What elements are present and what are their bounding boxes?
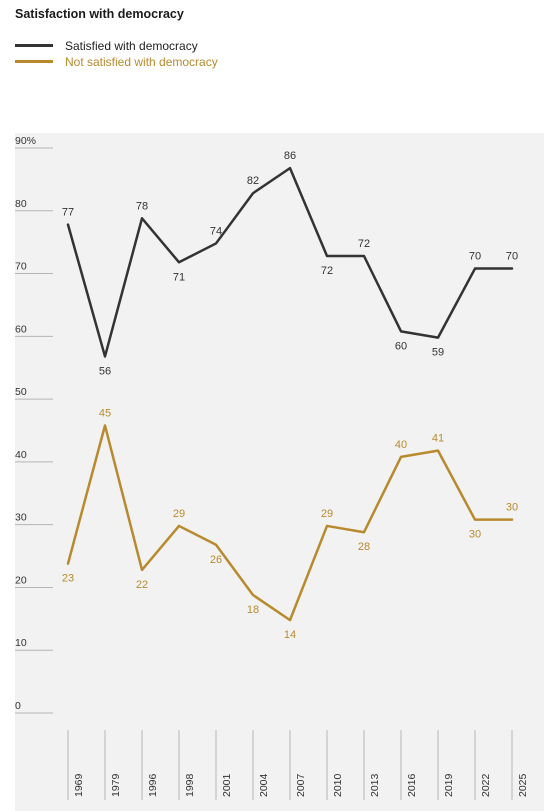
y-tick-label: 40 [15, 449, 27, 461]
x-tick-label: 2010 [332, 773, 344, 797]
data-label: 78 [136, 200, 148, 212]
y-axis-ticks: 0 10 20 30 40 50 60 70 80 90% [15, 135, 36, 712]
plot-background [15, 133, 544, 811]
x-tick-label: 2007 [295, 773, 307, 797]
series-line-satisfied [66, 166, 514, 358]
y-tick-label: 10 [15, 637, 27, 649]
data-label: 72 [358, 238, 370, 250]
data-label: 45 [99, 408, 111, 420]
y-tick-label: 30 [15, 512, 27, 524]
data-label: 22 [136, 579, 148, 591]
legend-item-not-satisfied: Not satisfied with democracy [15, 54, 218, 69]
data-label: 30 [469, 529, 481, 541]
data-label: 59 [432, 347, 444, 359]
data-label: 70 [469, 251, 481, 263]
data-label: 71 [173, 271, 185, 283]
gridlines [15, 147, 53, 714]
x-tick-label: 2013 [369, 773, 381, 797]
data-label: 70 [506, 251, 518, 263]
legend-swatch-satisfied [15, 44, 53, 47]
legend-label-not-satisfied: Not satisfied with democracy [65, 54, 218, 69]
data-label: 23 [62, 573, 74, 585]
data-label: 30 [506, 502, 518, 514]
data-label: 29 [173, 508, 185, 520]
x-tick-label: 2019 [443, 773, 455, 797]
y-tick-label: 0 [15, 700, 21, 712]
y-tick-label: 70 [15, 261, 27, 273]
data-label: 29 [321, 508, 333, 520]
x-tick-label: 2001 [221, 773, 233, 797]
data-label: 72 [321, 265, 333, 277]
x-tick-label: 2025 [517, 773, 529, 797]
data-label: 60 [395, 340, 407, 352]
data-label: 77 [62, 207, 74, 219]
data-label: 18 [247, 604, 259, 616]
x-tick-label: 1969 [73, 773, 85, 797]
y-tick-label: 60 [15, 323, 27, 335]
series-line-not-satisfied [66, 424, 514, 622]
x-tick-label: 2016 [406, 773, 418, 797]
data-label: 74 [210, 225, 222, 237]
data-label: 26 [210, 554, 222, 566]
legend-swatch-not-satisfied [15, 60, 53, 63]
data-label: 40 [395, 439, 407, 451]
x-tick-label: 1998 [184, 773, 196, 797]
y-tick-label: 20 [15, 574, 27, 586]
x-axis-ticks: 1969 1979 1996 1998 2001 2004 2007 2010 2013 2016… [67, 730, 529, 800]
series-lines [66, 166, 514, 622]
legend: Satisfied with democracy Not satisfied w… [15, 38, 218, 70]
data-label: 14 [284, 629, 296, 641]
chart-title: Satisfaction with democracy [15, 7, 184, 21]
data-label: 41 [432, 433, 444, 445]
x-tick-label: 1979 [110, 773, 122, 797]
data-label: 56 [99, 365, 111, 377]
legend-label-satisfied: Satisfied with democracy [65, 38, 198, 53]
y-tick-label: 50 [15, 386, 27, 398]
data-label: 82 [247, 175, 259, 187]
y-tick-label: 90% [15, 135, 36, 147]
data-label: 28 [358, 541, 370, 553]
x-tick-label: 2022 [480, 773, 492, 797]
x-tick-label: 1996 [147, 773, 159, 797]
data-label: 86 [284, 150, 296, 162]
legend-item-satisfied: Satisfied with democracy [15, 38, 218, 53]
x-tick-label: 2004 [258, 773, 270, 797]
data-labels: 77 56 78 71 74 82 86 72 72 60 59 70 70 23 45 22 29 26 18 14… [62, 150, 518, 641]
y-tick-label: 80 [15, 198, 27, 210]
